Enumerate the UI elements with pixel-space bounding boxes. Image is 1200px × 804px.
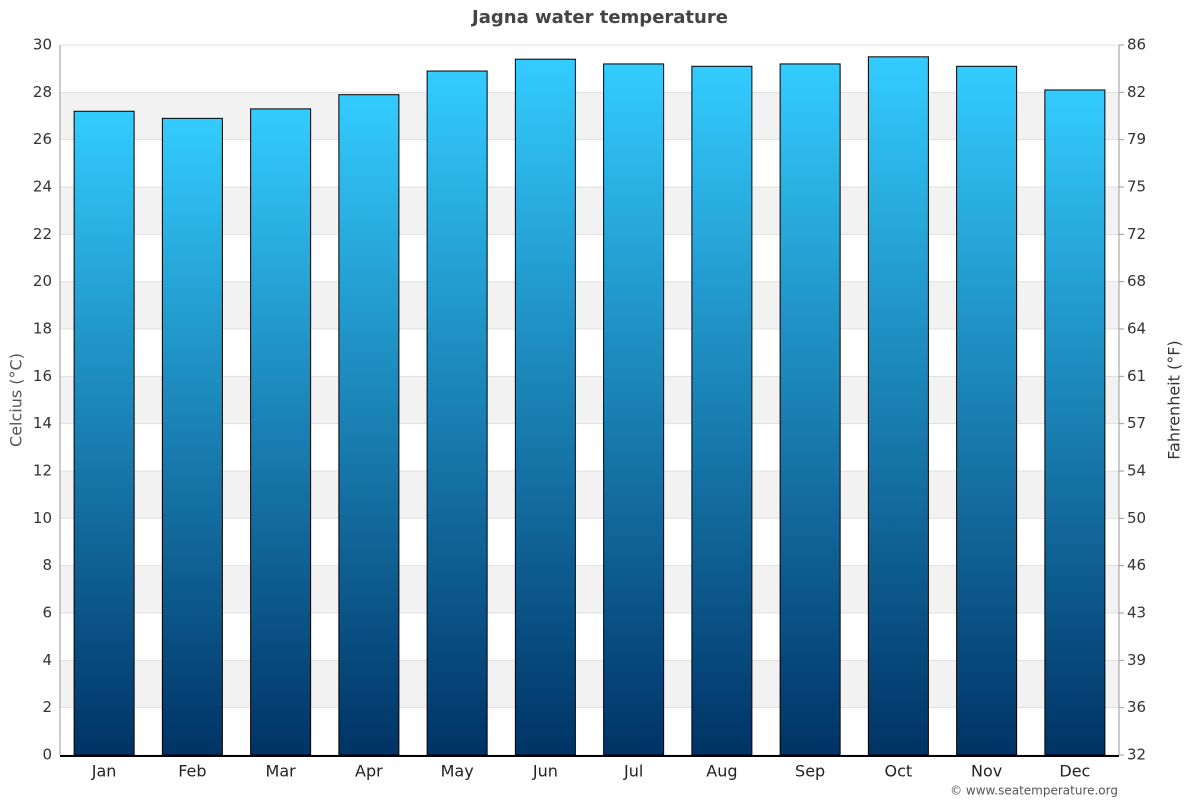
bar xyxy=(956,65,1018,756)
bar xyxy=(691,65,753,756)
x-tick-label: Dec xyxy=(1059,762,1090,781)
bar xyxy=(867,56,929,756)
y2-tick-label: 39 xyxy=(1127,651,1146,669)
grid-band xyxy=(60,376,1119,424)
grid-band xyxy=(60,660,1119,708)
y2-tick-label: 75 xyxy=(1127,178,1146,196)
bar xyxy=(73,110,135,756)
y-tick-label: 22 xyxy=(33,225,52,243)
bar xyxy=(779,63,841,756)
bar xyxy=(426,70,488,756)
bar xyxy=(161,117,223,756)
x-tick-label: Aug xyxy=(706,762,737,781)
grid-band xyxy=(60,471,1119,519)
x-tick-label: Jan xyxy=(91,762,117,781)
bar xyxy=(603,63,665,756)
y-tick-label: 2 xyxy=(42,698,52,716)
y2-tick-label: 54 xyxy=(1127,462,1146,480)
x-tick-label: Jun xyxy=(532,762,558,781)
x-tick-label: Sep xyxy=(795,762,825,781)
grid-band xyxy=(60,187,1119,235)
y2-tick-label: 61 xyxy=(1127,367,1146,385)
y2-axis-label: Fahrenheit (°F) xyxy=(1165,340,1184,459)
bar xyxy=(338,94,400,756)
y2-tick-label: 68 xyxy=(1127,272,1146,290)
y-tick-label: 24 xyxy=(33,178,52,196)
x-tick-label: Apr xyxy=(355,762,383,781)
chart-title: Jagna water temperature xyxy=(470,7,728,28)
bar xyxy=(1044,89,1106,756)
y-tick-label: 18 xyxy=(33,320,52,338)
y-tick-label: 10 xyxy=(33,509,52,527)
x-tick-label: Mar xyxy=(266,762,297,781)
y-tick-label: 14 xyxy=(33,414,52,432)
y2-tick-label: 64 xyxy=(1127,320,1146,338)
y2-tick-label: 50 xyxy=(1127,509,1146,527)
y-tick-label: 12 xyxy=(33,462,52,480)
credit: © www.seatemperature.org xyxy=(950,784,1118,798)
y2-tick-label: 82 xyxy=(1127,83,1146,101)
x-tick-label: May xyxy=(441,762,474,781)
y2-tick-label: 43 xyxy=(1127,604,1146,622)
bar xyxy=(514,58,576,756)
grid-band xyxy=(60,281,1119,329)
x-tick-label: Nov xyxy=(971,762,1002,781)
y2-tick-label: 57 xyxy=(1127,414,1146,432)
y-tick-label: 20 xyxy=(33,272,52,290)
grid-band xyxy=(60,565,1119,613)
y2-tick-label: 72 xyxy=(1127,225,1146,243)
y2-tick-label: 46 xyxy=(1127,556,1146,574)
y-tick-label: 6 xyxy=(42,604,52,622)
y2-tick-label: 36 xyxy=(1127,698,1146,716)
x-tick-label: Jul xyxy=(623,762,643,781)
grid-band xyxy=(60,92,1119,140)
y-tick-label: 26 xyxy=(33,130,52,148)
y2-tick-label: 79 xyxy=(1127,130,1146,148)
y-axis-label: Celcius (°C) xyxy=(7,353,26,447)
y-tick-label: 30 xyxy=(33,36,52,54)
x-tick-label: Feb xyxy=(178,762,206,781)
bar xyxy=(250,108,312,756)
x-tick-label: Oct xyxy=(885,762,913,781)
y2-tick-label: 32 xyxy=(1127,746,1146,764)
y-tick-label: 4 xyxy=(42,651,52,669)
y-tick-label: 16 xyxy=(33,367,52,385)
y-tick-label: 8 xyxy=(42,556,52,574)
y2-tick-label: 86 xyxy=(1127,36,1146,54)
y-tick-label: 0 xyxy=(42,746,52,764)
y-tick-label: 28 xyxy=(33,83,52,101)
